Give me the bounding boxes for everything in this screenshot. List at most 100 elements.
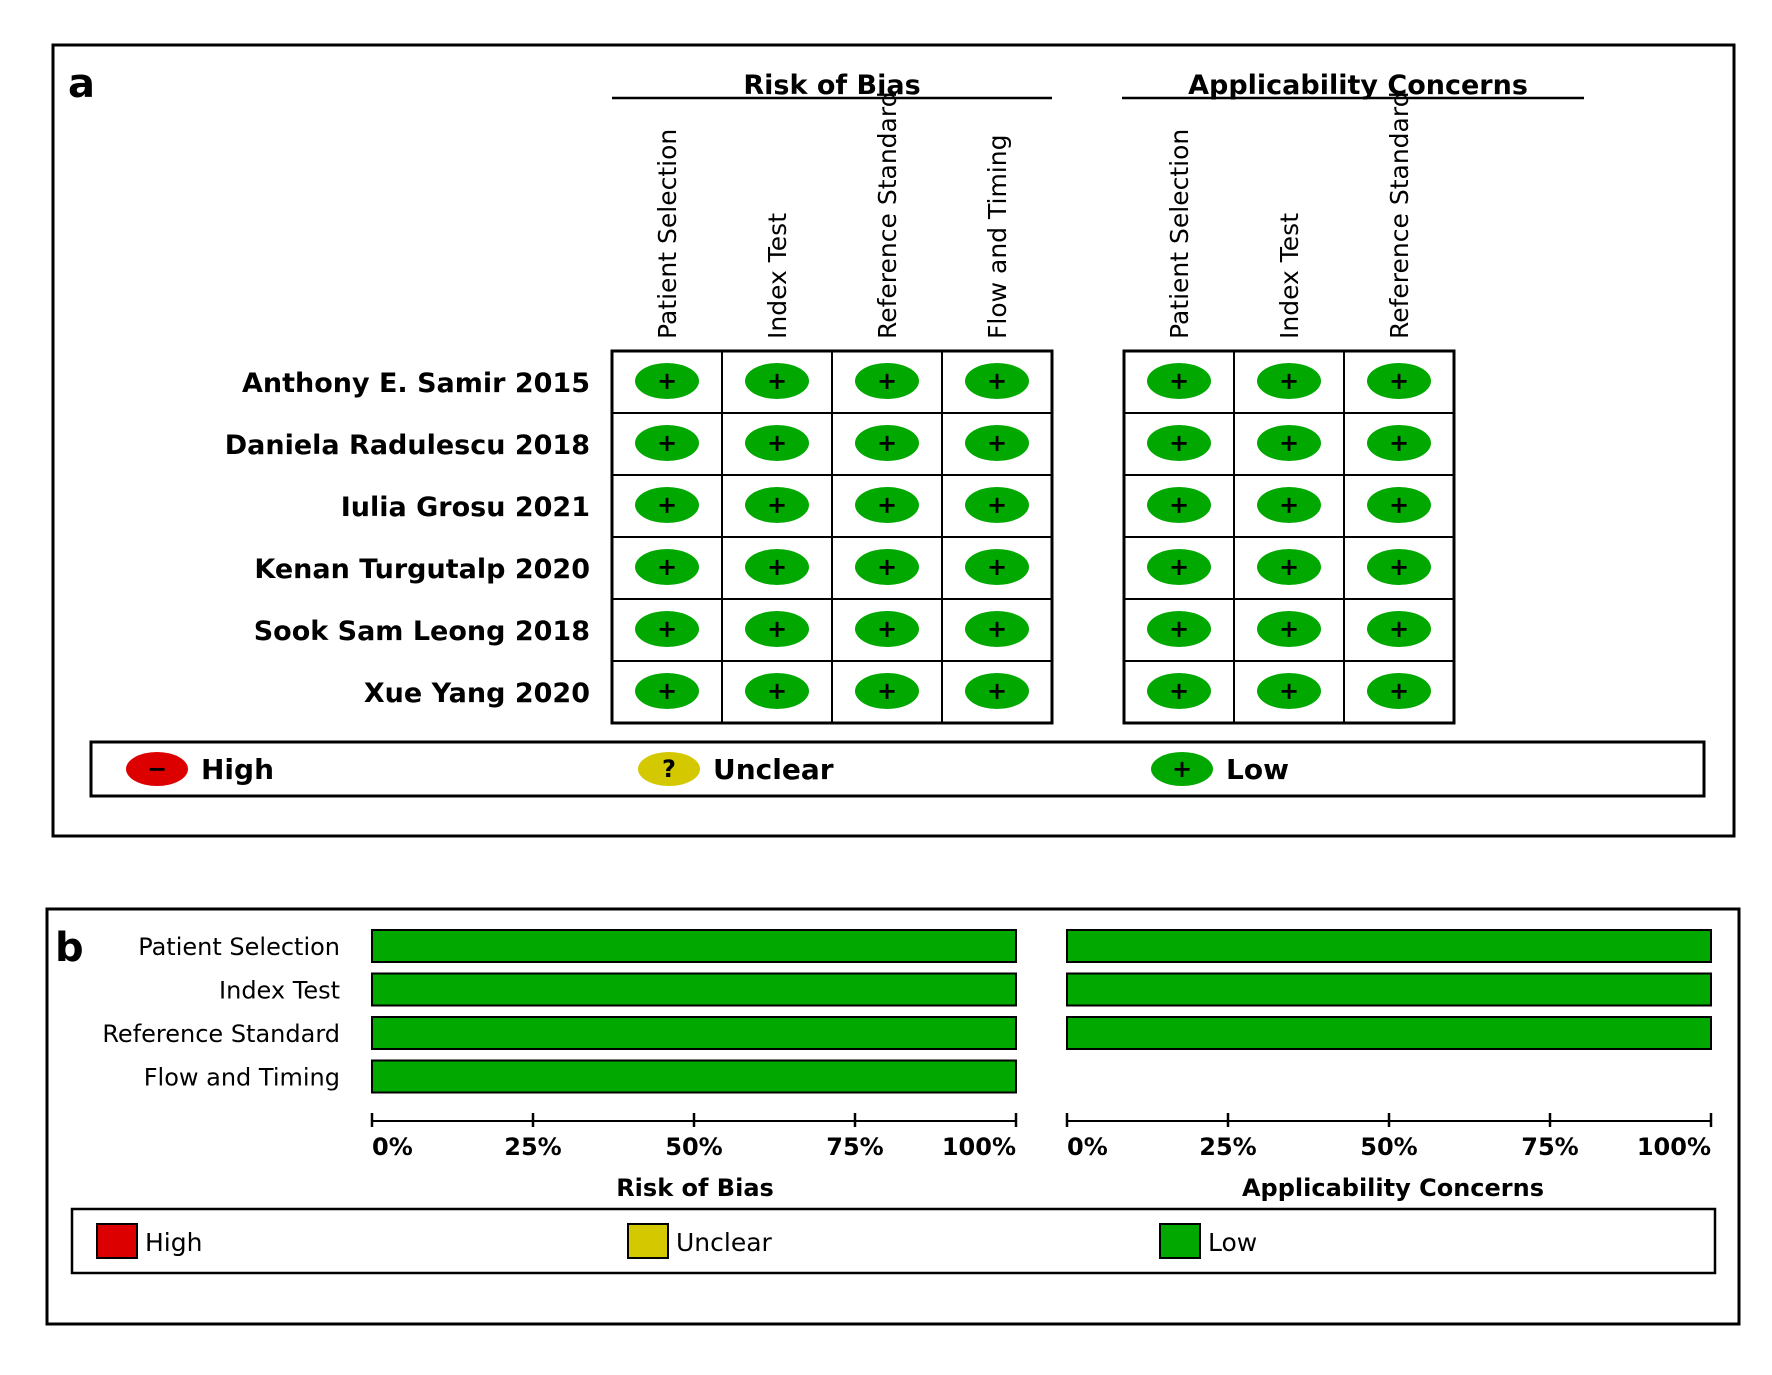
applic-bar-low bbox=[1066, 929, 1712, 963]
risk-judgement-dot bbox=[855, 673, 919, 709]
applic-judgement-dot bbox=[1147, 363, 1211, 399]
applic-col-header-reference-standard: Reference Standard bbox=[1385, 91, 1414, 339]
applic-judgement-symbol: + bbox=[1169, 429, 1189, 457]
risk-judgement-symbol: + bbox=[767, 677, 787, 705]
applic-judgement-symbol: + bbox=[1279, 677, 1299, 705]
applic-judgement-dot bbox=[1147, 487, 1211, 523]
risk-tick-label: 0% bbox=[372, 1133, 413, 1161]
applic-judgement-dot bbox=[1257, 363, 1321, 399]
risk-judgement-dot bbox=[635, 363, 699, 399]
risk-judgement-symbol: + bbox=[657, 677, 677, 705]
risk-judgement-dot bbox=[965, 549, 1029, 585]
applic-bar-low bbox=[1066, 1016, 1712, 1050]
panel-a-legend: − High? Unclear + Low bbox=[89, 740, 1706, 798]
applic-tick-label: 25% bbox=[1199, 1133, 1256, 1161]
category-label: Index Test bbox=[219, 977, 340, 1005]
applic-judgement-dot bbox=[1367, 611, 1431, 647]
applic-judgement-symbol: + bbox=[1389, 553, 1409, 581]
legend-high-label: High bbox=[145, 1228, 202, 1257]
risk-tick-label: 100% bbox=[942, 1133, 1016, 1161]
risk-judgement-symbol: + bbox=[877, 553, 897, 581]
risk-judgement-dot bbox=[635, 611, 699, 647]
risk-bar-low bbox=[371, 972, 1017, 1007]
risk-col-header-reference-standard: Reference Standard bbox=[873, 91, 902, 339]
risk-judgement-dot bbox=[855, 363, 919, 399]
risk-judgement-symbol: + bbox=[877, 491, 897, 519]
risk-of-bias-bars: Patient Selection Index Test Reference Sta… bbox=[102, 929, 1017, 1094]
risk-bar-low bbox=[371, 1016, 1017, 1050]
risk-col-header-index-test: Index Test bbox=[763, 213, 792, 339]
panel-b-label: b bbox=[55, 925, 84, 971]
applic-judgement-dot bbox=[1257, 425, 1321, 461]
applic-judgement-dot bbox=[1367, 673, 1431, 709]
category-label: Reference Standard bbox=[102, 1020, 340, 1048]
risk-judgement-symbol: + bbox=[657, 429, 677, 457]
panel-a: a Risk of Bias Applicability Concerns Pa… bbox=[51, 43, 1736, 838]
applic-judgement-dot bbox=[1147, 425, 1211, 461]
risk-judgement-symbol: + bbox=[987, 491, 1007, 519]
risk-judgement-dot bbox=[855, 487, 919, 523]
risk-judgement-dot bbox=[635, 425, 699, 461]
risk-judgement-dot bbox=[745, 611, 809, 647]
applic-judgement-symbol: + bbox=[1279, 615, 1299, 643]
panel-b-legend-frame bbox=[70, 1207, 1717, 1275]
category-label: Flow and Timing bbox=[144, 1064, 340, 1092]
study-label: Iulia Grosu 2021 bbox=[341, 492, 590, 523]
legend-unclear-dot bbox=[638, 752, 700, 786]
risk-judgement-symbol: + bbox=[987, 553, 1007, 581]
risk-judgement-dot bbox=[635, 487, 699, 523]
risk-bar-low bbox=[371, 929, 1017, 963]
risk-judgement-dot bbox=[965, 487, 1029, 523]
applic-judgement-symbol: + bbox=[1169, 553, 1189, 581]
risk-judgement-symbol: + bbox=[767, 553, 787, 581]
applicability-header: Applicability Concerns bbox=[1188, 70, 1528, 101]
applic-tick-label: 0% bbox=[1067, 1133, 1108, 1161]
applicability-bars bbox=[1066, 929, 1712, 1050]
risk-of-bias-x-axis: 0% 25% 50% 75% 100% bbox=[370, 1113, 1018, 1161]
applic-tick-label: 100% bbox=[1637, 1133, 1711, 1161]
applic-col-header-patient-selection: Patient Selection bbox=[1165, 129, 1194, 339]
legend-unclear-label: Unclear bbox=[676, 1228, 773, 1257]
risk-judgement-symbol: + bbox=[767, 491, 787, 519]
panel-b-legend: High Unclear Low bbox=[70, 1207, 1717, 1275]
risk-judgement-symbol: + bbox=[657, 553, 677, 581]
applic-judgement-symbol: + bbox=[1389, 367, 1409, 395]
legend-unclear-label: Unclear bbox=[713, 753, 834, 786]
category-label: Patient Selection bbox=[138, 933, 340, 961]
risk-judgement-dot bbox=[965, 611, 1029, 647]
risk-judgement-symbol: + bbox=[987, 429, 1007, 457]
risk-judgement-dot bbox=[635, 549, 699, 585]
applic-judgement-dot bbox=[1367, 425, 1431, 461]
risk-judgement-dot bbox=[855, 549, 919, 585]
applic-bar-low bbox=[1066, 972, 1712, 1007]
applicability-x-axis: 0% 25% 50% 75% 100% bbox=[1065, 1113, 1713, 1161]
risk-judgement-symbol: + bbox=[657, 491, 677, 519]
risk-judgement-symbol: + bbox=[877, 677, 897, 705]
applic-judgement-dot bbox=[1257, 611, 1321, 647]
applic-judgement-symbol: + bbox=[1279, 367, 1299, 395]
legend-unclear-swatch bbox=[627, 1223, 669, 1259]
study-label: Sook Sam Leong 2018 bbox=[254, 616, 590, 647]
study-label: Kenan Turgutalp 2020 bbox=[254, 554, 590, 585]
risk-judgement-symbol: + bbox=[657, 615, 677, 643]
applic-judgement-dot bbox=[1257, 487, 1321, 523]
applic-tick-label: 50% bbox=[1360, 1133, 1417, 1161]
applic-judgement-dot bbox=[1367, 487, 1431, 523]
risk-judgement-dot bbox=[965, 425, 1029, 461]
applic-judgement-symbol: + bbox=[1279, 491, 1299, 519]
applic-judgement-symbol: + bbox=[1279, 429, 1299, 457]
risk-bar-low bbox=[371, 1059, 1017, 1094]
legend-low-swatch bbox=[1159, 1223, 1201, 1259]
risk-tick-label: 50% bbox=[665, 1133, 722, 1161]
risk-judgement-dot bbox=[745, 549, 809, 585]
applic-judgement-symbol: + bbox=[1389, 491, 1409, 519]
applic-judgement-dot bbox=[1147, 673, 1211, 709]
legend-low-label: Low bbox=[1208, 1228, 1257, 1257]
study-label: Xue Yang 2020 bbox=[364, 678, 590, 709]
panel-a-legend-frame bbox=[89, 740, 1706, 798]
risk-judgement-symbol: + bbox=[767, 429, 787, 457]
applic-judgement-symbol: + bbox=[1169, 367, 1189, 395]
risk-of-bias-grid: + + + + + + + + + + + + + + + + + + + + + + + + bbox=[610, 349, 1054, 725]
risk-judgement-symbol: + bbox=[767, 367, 787, 395]
